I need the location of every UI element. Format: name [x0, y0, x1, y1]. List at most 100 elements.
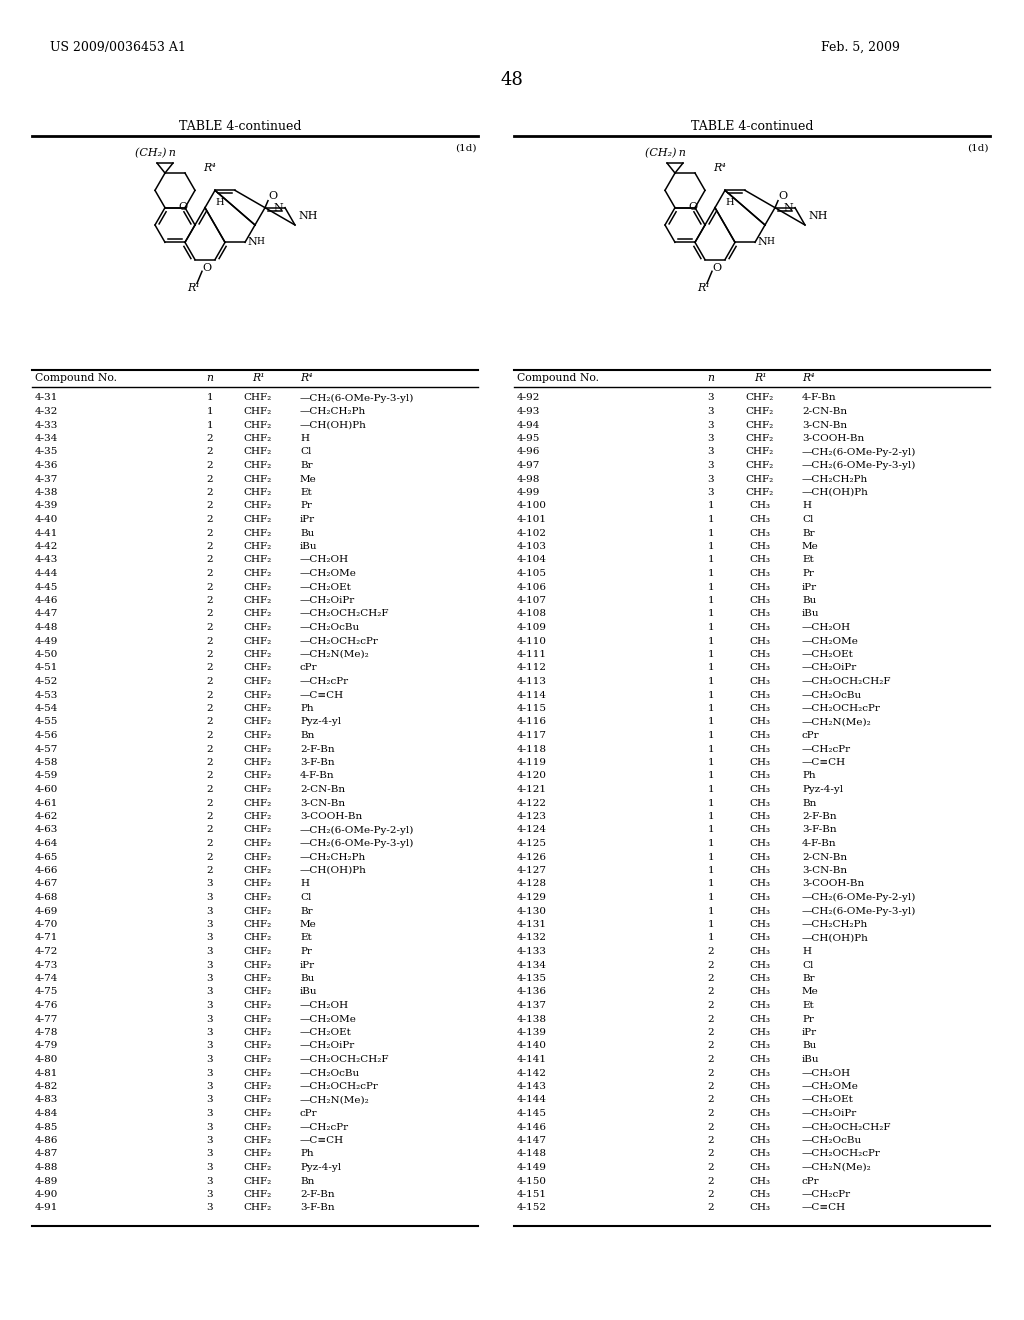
Text: 4-108: 4-108: [517, 610, 547, 619]
Text: 2: 2: [207, 718, 213, 726]
Text: CHF₂: CHF₂: [244, 421, 272, 429]
Text: 4-145: 4-145: [517, 1109, 547, 1118]
Text: 4-144: 4-144: [517, 1096, 547, 1105]
Text: 4-119: 4-119: [517, 758, 547, 767]
Text: CHF₂: CHF₂: [244, 840, 272, 847]
Text: 3: 3: [207, 1122, 213, 1131]
Text: —CH₂OcBu: —CH₂OcBu: [300, 623, 360, 632]
Text: 4-33: 4-33: [35, 421, 58, 429]
Text: H: H: [766, 238, 774, 246]
Text: 3: 3: [207, 1028, 213, 1038]
Text: —CH₂OEt: —CH₂OEt: [300, 1028, 352, 1038]
Text: 4-96: 4-96: [517, 447, 541, 457]
Text: 4-125: 4-125: [517, 840, 547, 847]
Text: 1: 1: [708, 515, 715, 524]
Text: 3: 3: [207, 961, 213, 969]
Text: 2: 2: [207, 866, 213, 875]
Text: 2: 2: [708, 961, 715, 969]
Text: 3: 3: [207, 1163, 213, 1172]
Text: —CH₂(6-OMe-Py-3-yl): —CH₂(6-OMe-Py-3-yl): [802, 907, 916, 916]
Text: 4-58: 4-58: [35, 758, 58, 767]
Text: Ph: Ph: [300, 704, 313, 713]
Text: —CH₂OH: —CH₂OH: [802, 623, 851, 632]
Text: 3: 3: [207, 1109, 213, 1118]
Text: CHF₂: CHF₂: [244, 920, 272, 929]
Text: —CH(OH)Ph: —CH(OH)Ph: [802, 488, 869, 498]
Text: 4-148: 4-148: [517, 1150, 547, 1159]
Text: 4-52: 4-52: [35, 677, 58, 686]
Text: R¹: R¹: [754, 374, 766, 383]
Text: 2: 2: [207, 664, 213, 672]
Text: 3: 3: [207, 879, 213, 888]
Text: 2: 2: [708, 946, 715, 956]
Text: 1: 1: [708, 771, 715, 780]
Text: 4-147: 4-147: [517, 1137, 547, 1144]
Text: 4-130: 4-130: [517, 907, 547, 916]
Text: 1: 1: [708, 677, 715, 686]
Text: —CH₂OH: —CH₂OH: [300, 1001, 349, 1010]
Text: 4-39: 4-39: [35, 502, 58, 511]
Text: CHF₂: CHF₂: [244, 758, 272, 767]
Text: 4-72: 4-72: [35, 946, 58, 956]
Text: —CH₂N(Me)₂: —CH₂N(Me)₂: [802, 1163, 871, 1172]
Text: —CH₂OEt: —CH₂OEt: [802, 649, 854, 659]
Text: CHF₂: CHF₂: [745, 447, 774, 457]
Text: 2: 2: [207, 812, 213, 821]
Text: 4-74: 4-74: [35, 974, 58, 983]
Text: CH₃: CH₃: [750, 799, 770, 808]
Text: 3-F-Bn: 3-F-Bn: [802, 825, 837, 834]
Text: R⁴: R⁴: [300, 374, 312, 383]
Text: CHF₂: CHF₂: [244, 744, 272, 754]
Text: —C≡CH: —C≡CH: [802, 1204, 846, 1213]
Text: 2: 2: [207, 744, 213, 754]
Text: 4-100: 4-100: [517, 502, 547, 511]
Text: 3: 3: [207, 894, 213, 902]
Text: —CH₂OH: —CH₂OH: [300, 556, 349, 565]
Text: 2: 2: [207, 582, 213, 591]
Text: CHF₂: CHF₂: [244, 799, 272, 808]
Text: 4-133: 4-133: [517, 946, 547, 956]
Text: —CH₂OCH₂cPr: —CH₂OCH₂cPr: [300, 1082, 379, 1092]
Text: CHF₂: CHF₂: [244, 1015, 272, 1023]
Text: 4-117: 4-117: [517, 731, 547, 741]
Text: 4-113: 4-113: [517, 677, 547, 686]
Text: 2: 2: [708, 1028, 715, 1038]
Text: Pyz-4-yl: Pyz-4-yl: [300, 1163, 341, 1172]
Text: 1: 1: [708, 785, 715, 795]
Text: 1: 1: [708, 866, 715, 875]
Text: 3: 3: [207, 1176, 213, 1185]
Text: —CH₂OiPr: —CH₂OiPr: [802, 1109, 857, 1118]
Text: 2: 2: [207, 704, 213, 713]
Text: CH₃: CH₃: [750, 785, 770, 795]
Text: H: H: [256, 238, 264, 246]
Text: 2: 2: [207, 569, 213, 578]
Text: 2: 2: [207, 677, 213, 686]
Text: —CH₂OCH₂CH₂F: —CH₂OCH₂CH₂F: [300, 1055, 389, 1064]
Text: —C≡CH: —C≡CH: [300, 1137, 344, 1144]
Text: —CH₂cPr: —CH₂cPr: [802, 744, 851, 754]
Text: CHF₂: CHF₂: [244, 879, 272, 888]
Text: 1: 1: [708, 543, 715, 550]
Text: 4-76: 4-76: [35, 1001, 58, 1010]
Text: 1: 1: [708, 799, 715, 808]
Text: 4-65: 4-65: [35, 853, 58, 862]
Text: 4-59: 4-59: [35, 771, 58, 780]
Text: 4-80: 4-80: [35, 1055, 58, 1064]
Text: 1: 1: [708, 744, 715, 754]
Text: 2: 2: [708, 1150, 715, 1159]
Text: Ph: Ph: [802, 771, 816, 780]
Text: 2: 2: [207, 556, 213, 565]
Text: 4-41: 4-41: [35, 528, 58, 537]
Text: 4-129: 4-129: [517, 894, 547, 902]
Text: CHF₂: CHF₂: [244, 825, 272, 834]
Text: CHF₂: CHF₂: [244, 1150, 272, 1159]
Text: 1: 1: [708, 933, 715, 942]
Text: 3: 3: [708, 434, 715, 444]
Text: CH₃: CH₃: [750, 543, 770, 550]
Text: 1: 1: [708, 718, 715, 726]
Text: 2: 2: [207, 474, 213, 483]
Text: CHF₂: CHF₂: [244, 1055, 272, 1064]
Text: 3: 3: [207, 1204, 213, 1213]
Text: n: n: [708, 374, 715, 383]
Text: 4-44: 4-44: [35, 569, 58, 578]
